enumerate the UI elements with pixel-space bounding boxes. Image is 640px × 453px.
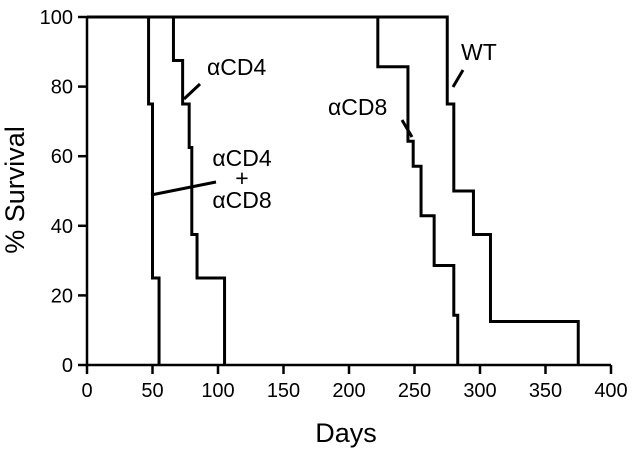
- annotation-leader: [400, 119, 414, 138]
- x-tick-label: 100: [201, 380, 234, 402]
- series-group: [87, 15, 580, 365]
- y-tick-label: 100: [40, 7, 73, 29]
- y-tick-label: 60: [51, 146, 73, 168]
- y-tick-label: 40: [51, 216, 73, 238]
- y-tick-label: 0: [62, 355, 73, 377]
- series-line-wt: [87, 15, 580, 365]
- annotation-line: +: [235, 165, 248, 191]
- y-tick-label: 80: [51, 77, 73, 99]
- annotation-leader: [451, 69, 465, 88]
- annotation-label: WT: [461, 39, 497, 65]
- annotation-line: αCD8: [212, 187, 271, 213]
- annotation-leader: [182, 82, 202, 101]
- x-tick-label: 300: [463, 380, 496, 402]
- series-line-cd4: [87, 15, 227, 365]
- y-tick-label: 20: [51, 285, 73, 307]
- x-tick-label: 50: [141, 380, 163, 402]
- annotation-label: αCD4: [207, 54, 267, 80]
- annotation-line: αCD4: [212, 145, 272, 171]
- axes-group: 0 20 40 60 80 100 0 50 100 150 200 250 300 350 400: [40, 7, 628, 402]
- annotation-line: αCD4: [207, 54, 267, 80]
- y-axis-title: % Survival: [0, 126, 30, 254]
- series-line-cd4-cd8: [87, 15, 161, 365]
- x-tick-label: 400: [594, 380, 627, 402]
- x-axis-title: Days: [315, 418, 377, 448]
- annotation-line: αCD8: [328, 94, 387, 120]
- x-tick-label: 200: [332, 380, 365, 402]
- series-line-cd8: [87, 15, 460, 365]
- x-tick-label: 0: [81, 380, 92, 402]
- x-tick-label: 250: [398, 380, 431, 402]
- annotation-label: αCD4 + αCD8: [212, 145, 272, 213]
- annotation-label: αCD8: [328, 94, 387, 120]
- annotation-line: WT: [461, 39, 497, 65]
- x-tick-label: 150: [267, 380, 300, 402]
- x-tick-label: 350: [529, 380, 562, 402]
- annotation-leader: [150, 180, 217, 197]
